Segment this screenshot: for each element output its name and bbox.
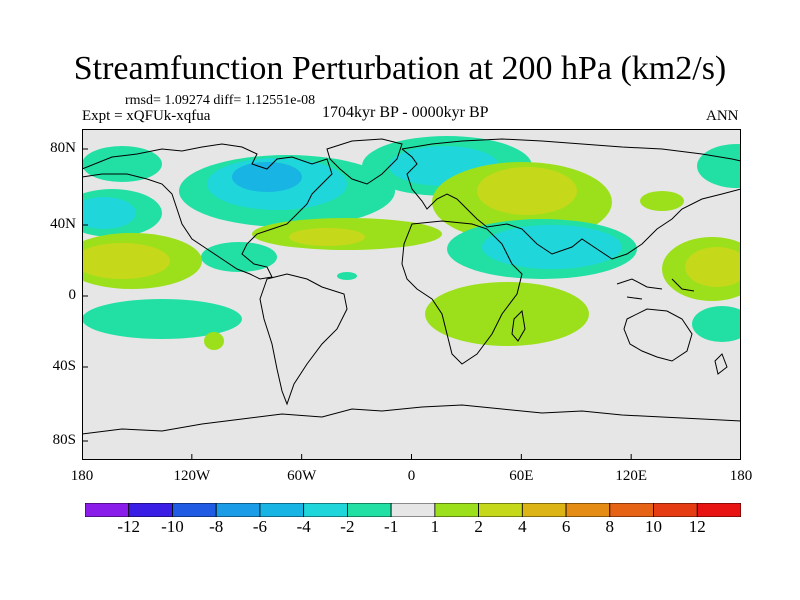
colorbar-segment (565, 503, 611, 517)
rmsd-label: rmsd= 1.09274 diff= 1.12551e-08 (125, 93, 316, 108)
coastline-eurasia (401, 138, 741, 260)
coastline-new-zealand (714, 353, 728, 375)
colorbar-label: -4 (296, 517, 311, 536)
colorbar-label: 6 (561, 517, 571, 536)
contour-region (289, 228, 365, 246)
longitude-tick-label: 180 (729, 468, 753, 484)
contour-region (201, 242, 277, 272)
coastline-indonesia (616, 278, 695, 300)
colorbar-label: -8 (209, 517, 224, 536)
colorbar-segment (521, 503, 567, 517)
longitude-tick-label: 120W (173, 468, 211, 484)
coastline-africa (401, 220, 523, 365)
contour-region (232, 162, 302, 192)
longitude-tick-label: 180 (70, 468, 94, 484)
colorbar-segment (478, 503, 523, 517)
colorbar-segment (609, 503, 654, 517)
colorbar-label: 4 (518, 517, 527, 536)
period-label: 1704kyr BP - 0000kyr BP (322, 104, 489, 121)
latitude-tick-label: 80S (52, 432, 76, 448)
contour-region (477, 167, 577, 215)
colorbar-label: -12 (117, 517, 141, 536)
latitude-tick-label: 0 (68, 287, 77, 303)
colorbar-label: 10 (645, 517, 663, 536)
colorbar-label: -10 (161, 517, 184, 536)
colorbar-segment (653, 503, 698, 517)
colorbar-segment (172, 503, 217, 517)
colorbar-segment (434, 503, 480, 517)
contour-region (204, 332, 224, 350)
colorbar-segment (303, 503, 348, 517)
colorbar-segment (259, 503, 305, 517)
contour-region (425, 282, 589, 346)
contour-region (640, 191, 684, 211)
colorbar-segment (215, 503, 261, 517)
coastline-greenland (326, 138, 403, 185)
coastline-north-america (82, 143, 333, 280)
contour-region (82, 299, 242, 339)
colorbar-label: 8 (605, 517, 615, 536)
colorbar-segment (128, 503, 173, 517)
colorbar-label: 12 (688, 517, 706, 536)
coastline-madagascar (511, 309, 526, 342)
colorbar-segment (696, 503, 741, 517)
longitude-tick-label: 60W (287, 468, 317, 484)
coastline-australia (623, 308, 693, 362)
longitude-tick-label: 0 (407, 468, 416, 484)
latitude-tick-label: 40S (52, 358, 76, 374)
colorbar-label: -2 (340, 517, 355, 536)
coastlines (82, 138, 741, 435)
latitude-tick-label: 40N (50, 216, 76, 232)
colorbar (85, 503, 741, 517)
experiment-label: Expt = xQFUk-xqfua (82, 108, 211, 124)
colorbar-label: 1 (430, 517, 440, 536)
contour-region (337, 272, 357, 280)
contour-region (692, 306, 741, 342)
contour-region (82, 243, 170, 279)
season-label: ANN (706, 108, 739, 124)
longitude-tick-label: 60E (509, 468, 534, 484)
coastline-antarctica (82, 404, 741, 435)
contour-region (82, 197, 136, 229)
streamfunction-map (82, 129, 741, 460)
contour-region (82, 146, 162, 182)
longitude-tick-label: 120E (615, 468, 647, 484)
colorbar-segment (390, 503, 436, 517)
coastline-south-america (259, 273, 348, 406)
colorbar-label: 2 (474, 517, 483, 536)
colorbar-segment (346, 503, 392, 517)
latitude-tick-label: 80N (50, 140, 76, 156)
chart-title: Streamfunction Perturbation at 200 hPa (… (73, 50, 727, 87)
contour-region (685, 247, 741, 287)
colorbar-label: -1 (384, 517, 399, 536)
contour-region (482, 225, 622, 269)
colorbar-segment (85, 503, 130, 517)
colorbar-label: -6 (252, 517, 267, 536)
